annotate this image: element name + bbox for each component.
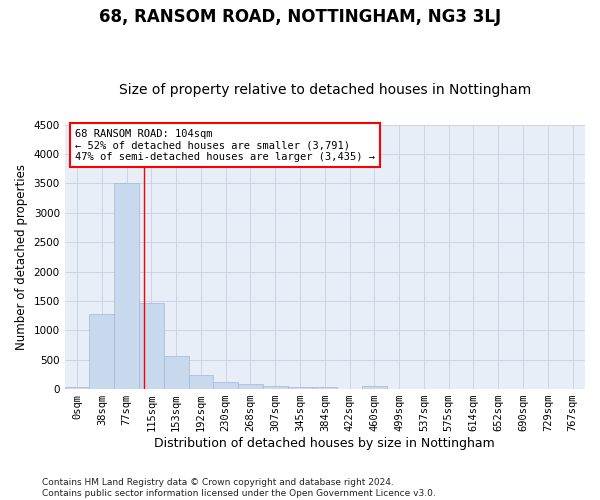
Bar	[89, 314, 114, 389]
Text: 68, RANSOM ROAD, NOTTINGHAM, NG3 3LJ: 68, RANSOM ROAD, NOTTINGHAM, NG3 3LJ	[99, 8, 501, 26]
Title: Size of property relative to detached houses in Nottingham: Size of property relative to detached ho…	[119, 83, 531, 97]
Bar	[65, 386, 89, 389]
Bar	[114, 183, 139, 389]
X-axis label: Distribution of detached houses by size in Nottingham: Distribution of detached houses by size …	[154, 437, 495, 450]
Bar	[214, 382, 238, 389]
Bar	[188, 375, 214, 389]
Y-axis label: Number of detached properties: Number of detached properties	[15, 164, 28, 350]
Bar	[139, 304, 164, 389]
Text: 68 RANSOM ROAD: 104sqm
← 52% of detached houses are smaller (3,791)
47% of semi-: 68 RANSOM ROAD: 104sqm ← 52% of detached…	[75, 128, 375, 162]
Bar	[362, 386, 387, 389]
Bar	[164, 356, 188, 389]
Bar	[287, 386, 313, 389]
Bar	[313, 388, 337, 389]
Text: Contains HM Land Registry data © Crown copyright and database right 2024.
Contai: Contains HM Land Registry data © Crown c…	[42, 478, 436, 498]
Bar	[263, 386, 287, 389]
Bar	[238, 384, 263, 389]
